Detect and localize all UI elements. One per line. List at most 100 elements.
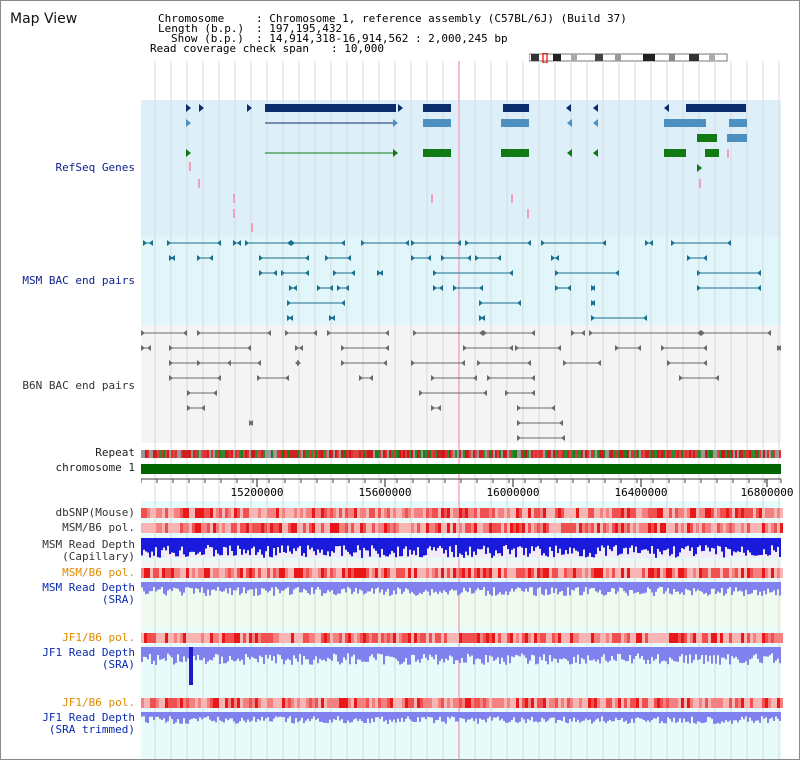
jf1-sra-depth-bar [455, 647, 457, 661]
jf1-trim-pol-heat [384, 698, 387, 708]
msm-bac-pair-end [289, 315, 293, 321]
msm-capillary-depth-bar [591, 538, 593, 557]
jf1-pol-heat [741, 633, 744, 643]
msm-bac-pair-end [245, 240, 249, 246]
jf1-sra-depth-bar [535, 647, 537, 665]
jf1-trim-depth-bar [467, 712, 469, 720]
msm-sra-depth-bar [647, 582, 649, 588]
track-label-refseq-genes[interactable]: RefSeq Genes [55, 161, 135, 174]
jf1-trim-depth-bar [647, 712, 649, 721]
msm-sra-depth-bar [711, 582, 713, 589]
jf1-pol-heat [348, 633, 351, 643]
b6n-bac-pair-end [517, 435, 521, 441]
dbsnp-heat [270, 508, 273, 518]
repeat-segment [451, 450, 453, 458]
jf1-trim-pol-heat [360, 698, 363, 708]
jf1-sra-depth-bar [657, 647, 659, 655]
msm-sra-depth-bar [173, 582, 175, 588]
jf1-trim-pol-heat [522, 698, 525, 708]
msm-bac-pair-end [541, 240, 545, 246]
repeat-segment [173, 450, 175, 458]
msm-sra-depth-bar [741, 582, 743, 592]
repeat-segment [393, 450, 395, 458]
jf1-trim-pol-heat [669, 698, 672, 708]
msm-sra-depth-bar [427, 582, 429, 592]
b6n-bac-pair-end [369, 375, 373, 381]
msm-capillary-depth-bar [525, 538, 527, 549]
msm-bac-pair-end [727, 240, 731, 246]
jf1-trim-depth-bar [535, 712, 537, 722]
msm-sra-pol-heat [735, 568, 738, 578]
jf1-pol-heat [744, 633, 747, 643]
jf1-sra-depth-bar [619, 647, 621, 654]
msm-pol-heat [207, 523, 210, 533]
msm-sra-pol-heat [354, 568, 357, 578]
jf1-sra-depth-bar [263, 647, 265, 665]
track-label-b6n-bac-end-pairs[interactable]: B6N BAC end pairs [22, 379, 135, 392]
jf1-trim-depth-bar [389, 712, 391, 720]
jf1-trim-depth-bar [347, 712, 349, 721]
msm-pol-heat [288, 523, 291, 533]
msm-pol-heat [195, 523, 198, 533]
msm-sra-depth-bar [703, 582, 705, 595]
dbsnp-heat [777, 508, 780, 518]
msm-sra-pol-heat [234, 568, 237, 578]
b6n-bac-pair-end [295, 360, 299, 366]
chromosome-ideogram[interactable] [529, 53, 729, 63]
dbsnp-heat [480, 508, 483, 518]
jf1-trim-depth-bar [655, 712, 657, 719]
dbsnp-heat [606, 508, 609, 518]
jf1-pol-heat [459, 633, 462, 643]
jf1-sra-depth-bar [285, 647, 287, 661]
repeat-segment [257, 450, 259, 458]
msm-pol-heat [336, 523, 339, 533]
jf1-pol-heat [504, 633, 507, 643]
jf1-trim-depth-bar [393, 712, 395, 720]
msm-bac-pair-end [509, 270, 513, 276]
jf1-trim-depth-bar [233, 712, 235, 722]
msm-sra-depth-bar [417, 582, 419, 595]
jf1-trim-depth-bar [771, 712, 773, 718]
chromosome-label: Chromosome [158, 12, 225, 25]
msm-capillary-depth-bar [707, 538, 709, 548]
jf1-sra-depth-bar [749, 647, 751, 660]
genome-browser-plot[interactable]: 15200000 15600000 16000000 16400000 16800000 [141, 1, 800, 760]
track-label-msm-bac-end-pairs[interactable]: MSM BAC end pairs [22, 274, 135, 287]
repeat-segment [141, 450, 143, 458]
msm-capillary-depth-bar [455, 538, 457, 546]
msm-sra-depth-bar [439, 582, 441, 592]
jf1-trim-depth-bar [277, 712, 279, 718]
repeat-segment [571, 450, 573, 458]
jf1-trim-depth-bar [575, 712, 577, 722]
msm-sra-depth-bar [603, 582, 605, 596]
msm-capillary-depth-bar [305, 538, 307, 557]
jf1-trim-pol-heat [639, 698, 642, 708]
msm-sra-depth-bar [289, 582, 291, 595]
refseq-gene [664, 119, 706, 127]
msm-sra-depth-bar [449, 582, 451, 591]
b6n-bac-pair-end [463, 345, 467, 351]
msm-capillary-depth-bar [151, 538, 153, 552]
msm-capillary-depth-bar [243, 538, 245, 550]
msm-sra-depth-bar [231, 582, 233, 596]
msm-sra-depth-bar [589, 582, 591, 589]
msm-sra-pol-heat [519, 568, 522, 578]
msm-capillary-depth-bar [481, 538, 483, 550]
jf1-trim-pol-heat [546, 698, 549, 708]
msm-sra-depth-bar [241, 582, 243, 593]
jf1-pol-heat [723, 633, 726, 643]
b6n-bac-pair-end [437, 405, 441, 411]
repeat-segment [265, 450, 267, 458]
chromosome-bar [141, 464, 781, 474]
jf1-pol-heat [441, 633, 444, 643]
jf1-trim-depth-bar [473, 712, 475, 722]
dbsnp-heat [756, 508, 759, 518]
msm-pol-heat [450, 523, 453, 533]
msm-sra-depth-bar [403, 582, 405, 592]
b6n-bac-pair-end [169, 360, 173, 366]
msm-capillary-depth-bar [775, 538, 777, 552]
dbsnp-heat [618, 508, 621, 518]
msm-sra-depth-bar [721, 582, 723, 588]
dbsnp-heat [339, 508, 342, 518]
jf1-trim-depth-bar [147, 712, 149, 724]
